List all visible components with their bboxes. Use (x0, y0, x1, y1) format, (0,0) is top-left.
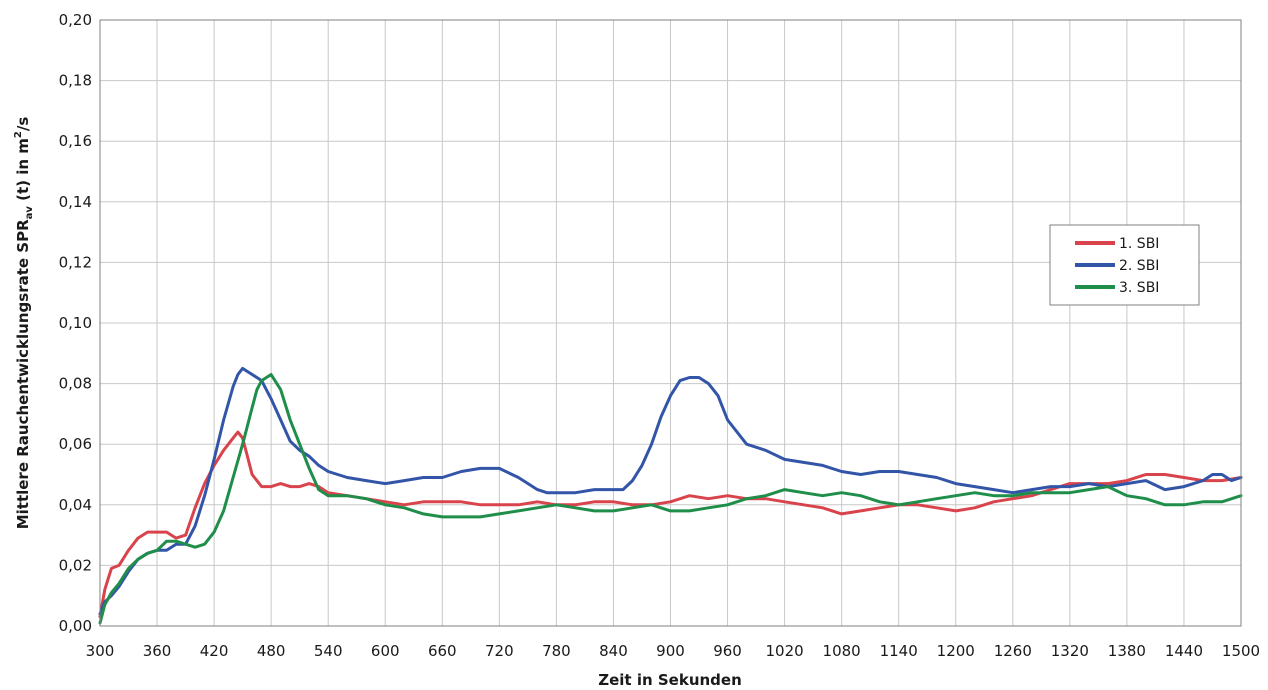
x-tick-label: 1380 (1108, 642, 1146, 660)
series-line-sbi-3 (98, 373, 1243, 625)
y-tick-label: 0,20 (59, 11, 92, 29)
plot-border (99, 19, 1242, 627)
legend-box (1049, 224, 1200, 306)
x-tick-label: 1200 (937, 642, 975, 660)
x-tick-label: 1140 (880, 642, 918, 660)
x-axis-title: Zeit in Sekunden (598, 671, 742, 689)
y-tick-label: 0,06 (59, 435, 92, 453)
y-tick-label: 0,00 (59, 617, 92, 635)
y-tick-label: 0,10 (59, 314, 92, 332)
y-axis-title-end: /s (14, 117, 32, 131)
series-line-sbi-2 (98, 366, 1243, 616)
series-lines (98, 366, 1243, 625)
x-tick-label: 1260 (994, 642, 1032, 660)
y-axis-title-middle: (t) in m (14, 138, 32, 206)
x-tick-label: 540 (314, 642, 343, 660)
x-tick-label: 300 (86, 642, 115, 660)
x-tick-label: 720 (485, 642, 514, 660)
x-tick-label: 900 (656, 642, 685, 660)
x-tick-label: 1320 (1051, 642, 1089, 660)
x-tick-label: 360 (143, 642, 172, 660)
legend-label-sbi-3: 3. SBI (1119, 280, 1159, 296)
x-tick-label: 1500 (1222, 642, 1260, 660)
x-tick-labels: 300 360 420 480 540 600 660 720 780 840 900 960 1020… (86, 642, 1260, 660)
x-tick-label: 1020 (766, 642, 804, 660)
x-tick-label: 600 (371, 642, 400, 660)
gridlines (100, 20, 1241, 626)
y-tick-label: 0,08 (59, 375, 92, 393)
y-tick-label: 0,04 (59, 496, 92, 514)
y-tick-label: 0,14 (59, 193, 92, 211)
x-tick-label: 420 (200, 642, 229, 660)
y-axis-title-subscript: av (24, 206, 35, 220)
x-tick-label: 1440 (1165, 642, 1203, 660)
y-axis-title-superscript: 2 (13, 131, 24, 138)
x-tick-label: 840 (599, 642, 628, 660)
y-axis-title: Mittlere Rauchentwicklungsrate SPRav (t)… (13, 117, 35, 530)
y-tick-label: 0,12 (59, 253, 92, 271)
x-tick-label: 780 (542, 642, 571, 660)
legend-label-sbi-1: 1. SBI (1119, 236, 1159, 252)
x-tick-label: 480 (257, 642, 286, 660)
x-tick-label: 660 (428, 642, 457, 660)
x-tick-label: 1080 (823, 642, 861, 660)
x-tick-label: 960 (713, 642, 742, 660)
y-tick-label: 0,16 (59, 132, 92, 150)
legend-label-sbi-2: 2. SBI (1119, 258, 1159, 274)
y-tick-label: 0,02 (59, 556, 92, 574)
y-axis-title-main: Mittlere Rauchentwicklungsrate SPR (14, 219, 32, 529)
y-tick-label: 0,18 (59, 72, 92, 90)
legend: 1. SBI 2. SBI 3. SBI (1049, 224, 1200, 306)
y-tick-labels: 0,00 0,02 0,04 0,06 0,08 0,10 0,12 0,14 0,16 0,18… (59, 11, 92, 635)
